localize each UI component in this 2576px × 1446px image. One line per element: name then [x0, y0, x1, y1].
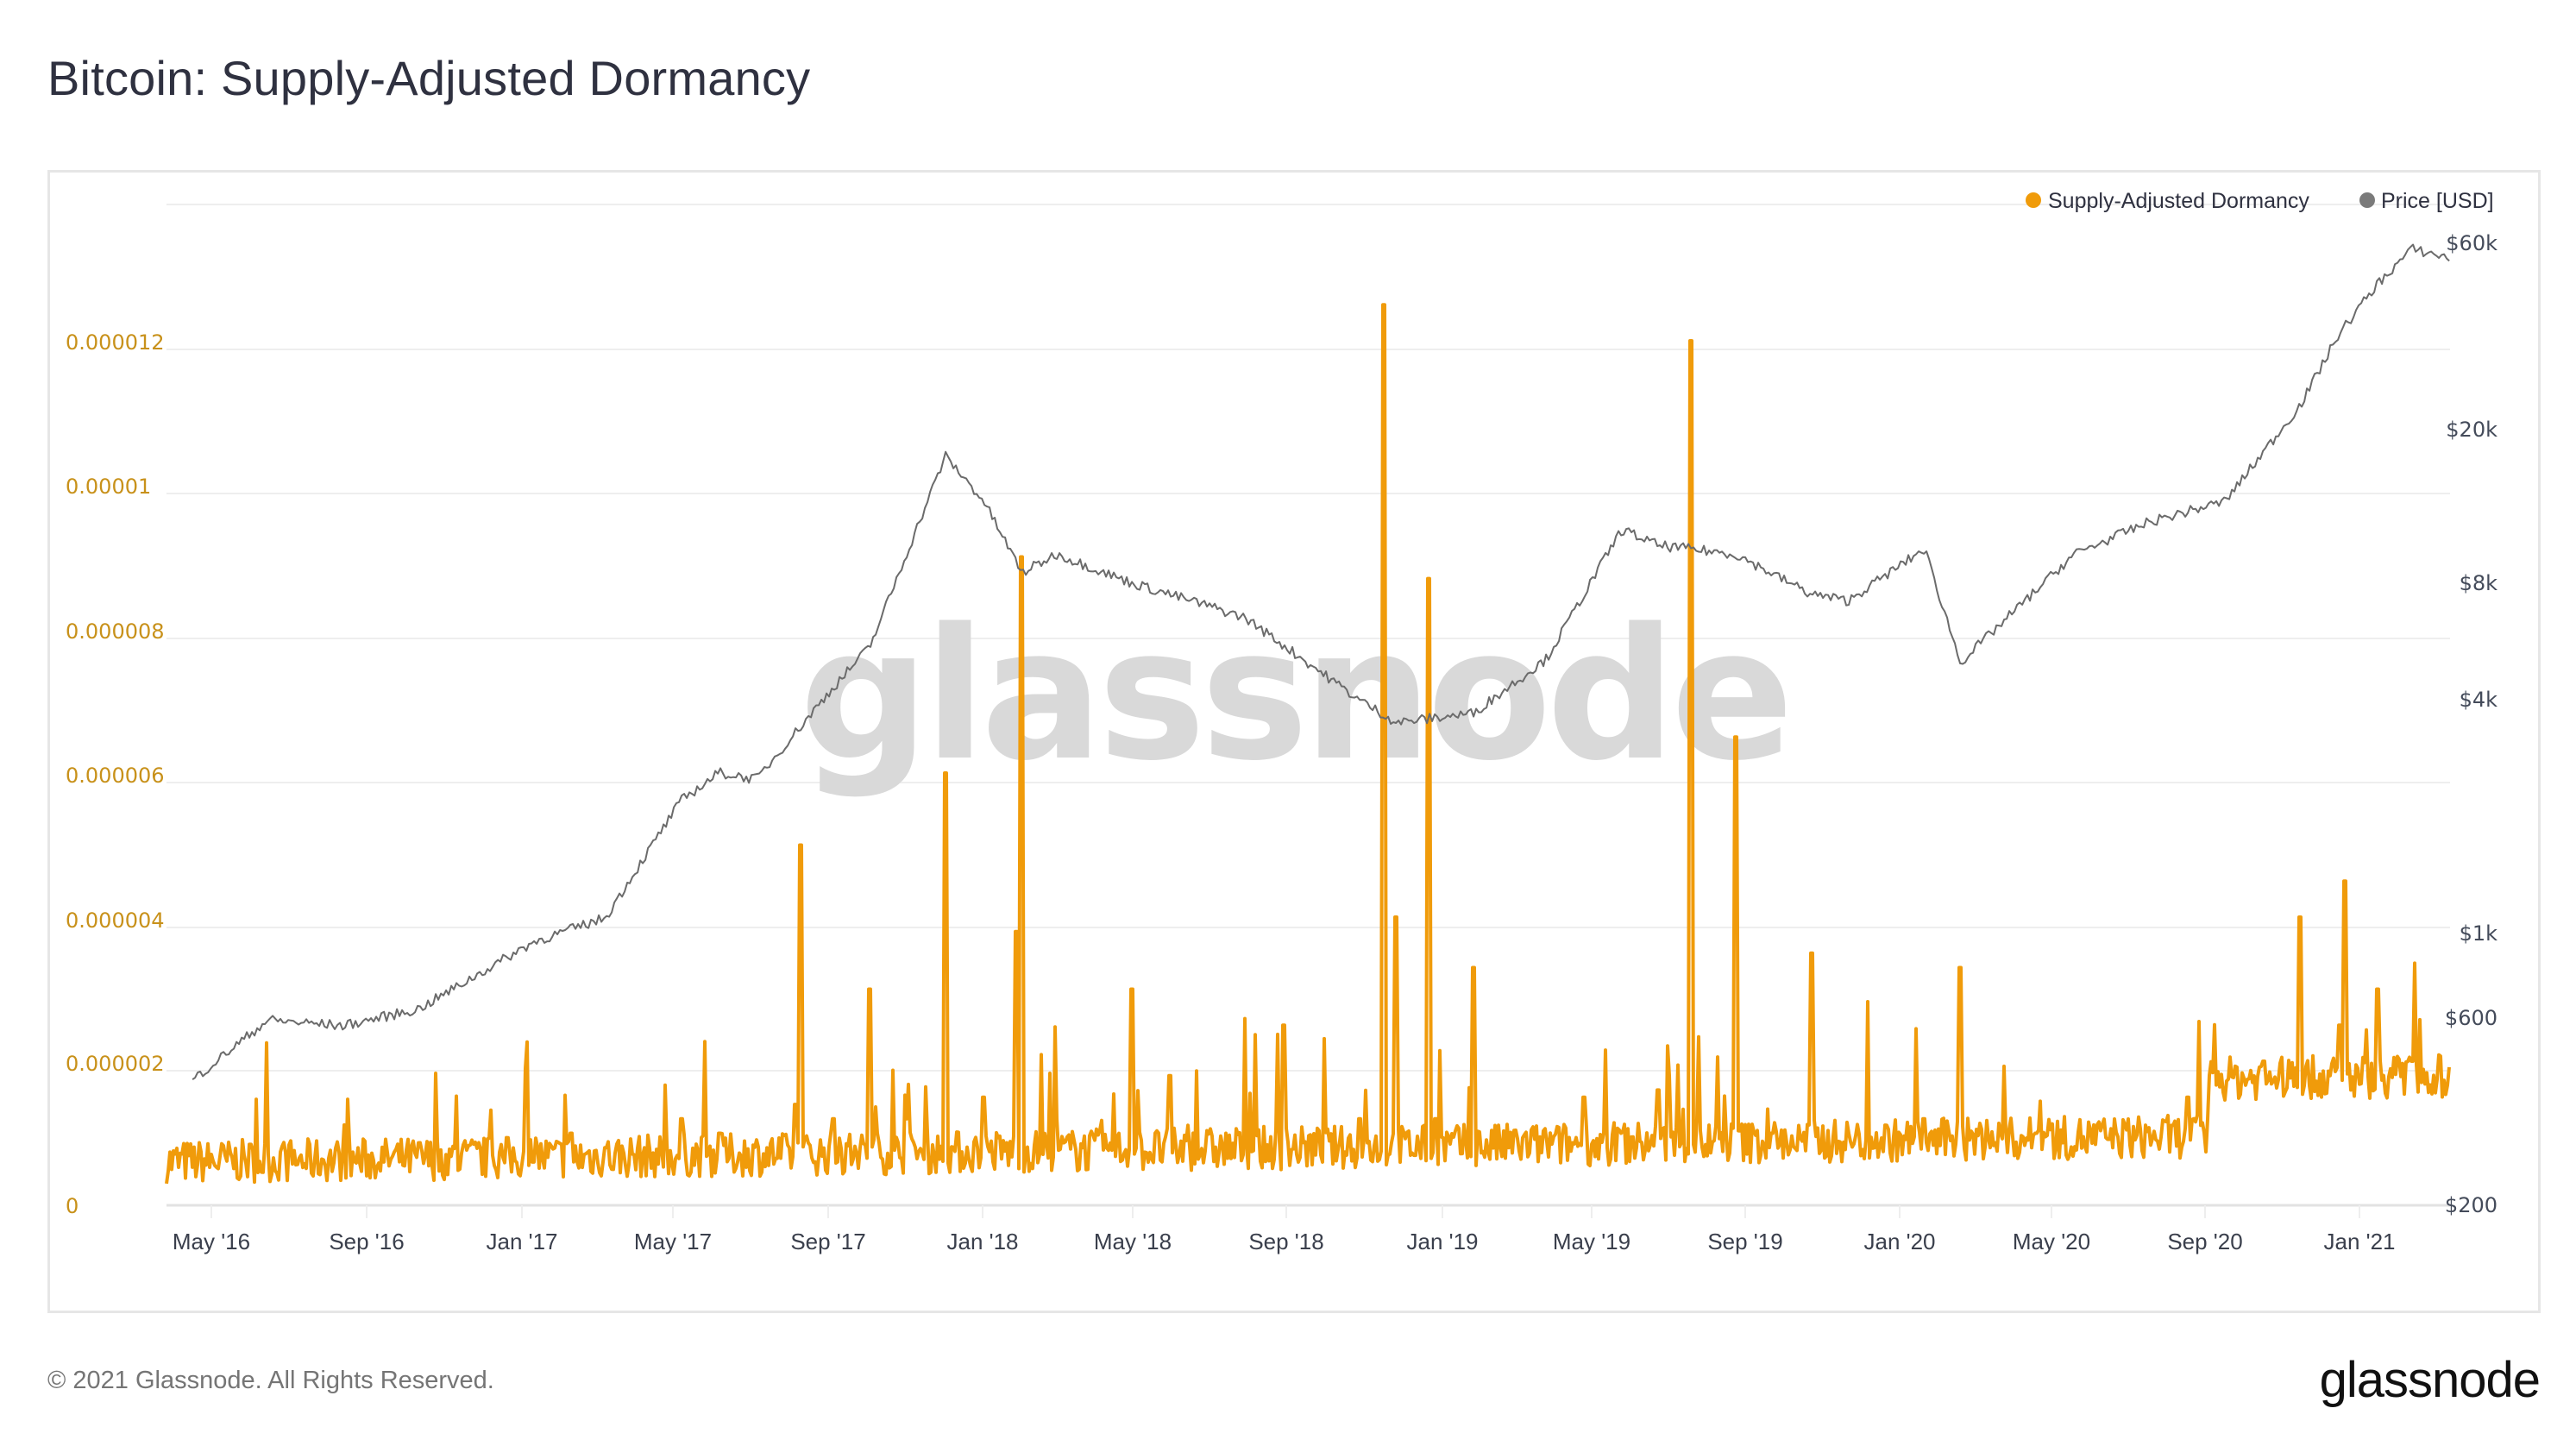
legend: Supply-Adjusted Dormancy Price [USD]: [2026, 189, 2494, 213]
price-legend-dot-icon: [2359, 192, 2375, 208]
x-tick: May '17: [634, 1229, 712, 1254]
x-axis: May '16 Sep '16 Jan '17 May '17 Sep '17 …: [173, 1205, 2396, 1254]
price-line: [192, 243, 2450, 1080]
x-tick: Sep '17: [790, 1229, 865, 1254]
x-tick: May '19: [1553, 1229, 1630, 1254]
x-tick: Sep '16: [329, 1229, 404, 1254]
right-y-tick: $60k: [2446, 231, 2497, 255]
left-y-tick: 0.000004: [66, 908, 165, 933]
right-y-tick: $600: [2445, 1006, 2497, 1030]
x-tick: Sep '18: [1248, 1229, 1323, 1254]
right-y-axis: $60k $20k $8k $4k $1k $600 $200: [2445, 231, 2497, 1217]
x-tick: Jan '19: [1406, 1229, 1478, 1254]
x-tick: Sep '19: [1707, 1229, 1782, 1254]
chart-container: [47, 170, 2541, 1313]
left-y-axis: 0.000012 0.00001 0.000008 0.000006 0.000…: [66, 330, 165, 1218]
page-title: Bitcoin: Supply-Adjusted Dormancy: [47, 51, 811, 105]
right-y-tick: $8k: [2460, 571, 2498, 595]
right-y-tick: $4k: [2460, 688, 2498, 712]
x-tick: May '18: [1094, 1229, 1172, 1254]
x-tick: Jan '17: [486, 1229, 557, 1254]
x-tick: May '20: [2013, 1229, 2090, 1254]
left-y-tick: 0.000008: [66, 619, 165, 644]
left-y-tick: 0.00001: [66, 475, 151, 499]
x-tick: Jan '18: [946, 1229, 1018, 1254]
left-y-tick: 0.000012: [66, 330, 165, 355]
right-y-tick: $20k: [2446, 418, 2497, 442]
x-tick: Jan '20: [1863, 1229, 1935, 1254]
left-y-tick: 0.000006: [66, 764, 165, 788]
x-tick: Jan '21: [2323, 1229, 2395, 1254]
legend-item-dormancy[interactable]: Supply-Adjusted Dormancy: [2026, 189, 2309, 213]
dormancy-legend-dot-icon: [2026, 192, 2041, 208]
right-y-tick: $200: [2445, 1193, 2497, 1217]
left-y-tick: 0.000002: [66, 1052, 165, 1076]
dormancy-line: [165, 303, 2451, 1185]
gridlines: [166, 204, 2450, 1072]
x-tick: Sep '20: [2167, 1229, 2242, 1254]
left-y-tick: 0: [66, 1194, 79, 1218]
right-y-tick: $1k: [2460, 921, 2498, 946]
glassnode-logo[interactable]: glassnode: [2319, 1352, 2541, 1408]
legend-label: Supply-Adjusted Dormancy: [2048, 189, 2309, 213]
legend-label: Price [USD]: [2381, 189, 2494, 213]
legend-item-price[interactable]: Price [USD]: [2359, 189, 2494, 213]
copyright-text: © 2021 Glassnode. All Rights Reserved.: [47, 1367, 494, 1394]
x-tick: May '16: [173, 1229, 250, 1254]
watermark: glassnode: [800, 589, 1789, 801]
